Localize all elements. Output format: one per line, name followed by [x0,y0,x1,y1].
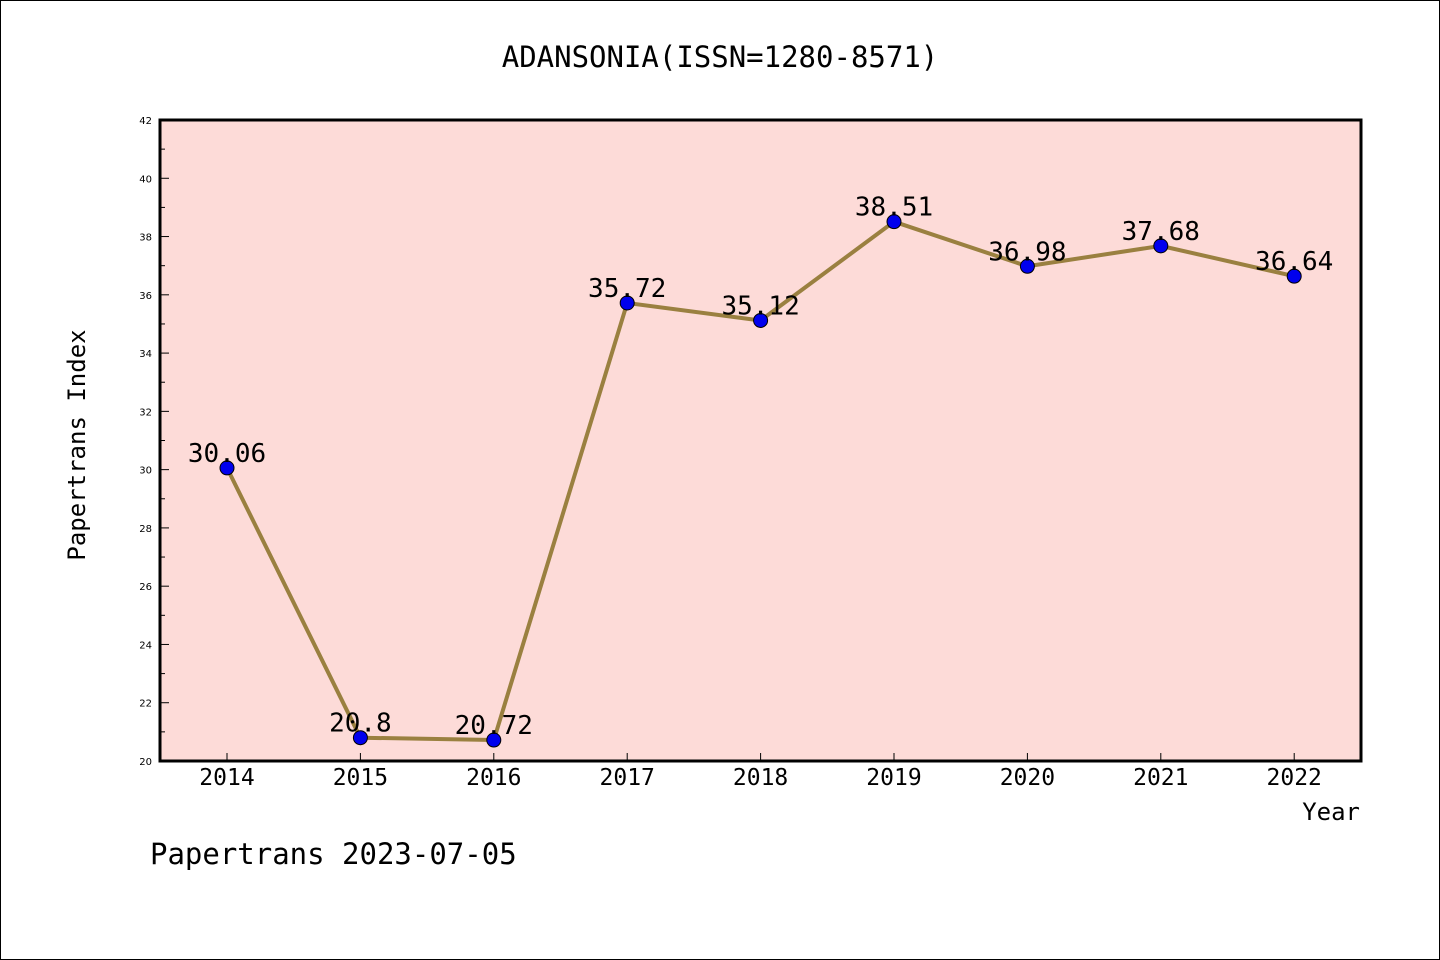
data-point [1019,258,1035,274]
y-tick-label: 26 [139,582,152,593]
data-label: 36.64 [1255,247,1333,277]
data-label: 30.06 [188,439,266,469]
y-tick-label: 20 [139,757,152,768]
data-label: 37.68 [1122,217,1200,247]
data-label: 20.72 [455,711,533,741]
y-tick-label: 32 [139,407,152,418]
data-point [219,460,235,476]
data-point [1153,238,1169,254]
data-label: 35.12 [721,291,799,321]
x-tick-label: 2019 [866,765,921,791]
y-tick-label: 38 [139,233,152,244]
y-tick-label: 30 [139,466,152,477]
x-axis-label: Year [1302,798,1360,826]
y-tick-label: 40 [139,174,152,185]
data-point [1286,268,1302,284]
y-tick-label: 36 [139,291,152,302]
x-tick-label: 2014 [199,765,254,791]
x-tick-label: 2017 [600,765,655,791]
footer-credit: Papertrans 2023-07-05 [150,837,517,871]
data-label: 35.72 [588,274,666,304]
y-axis: 20 22 24 26 28 30 32 34 36 38 40 42 [139,116,169,768]
x-tick-label: 2022 [1267,765,1322,791]
data-label: 38.51 [855,193,933,223]
y-axis-label: Papertrans Index [63,329,91,560]
data-label: 20.8 [329,709,392,739]
data-labels-group: 30.06 20.8 20.72 35.72 35.12 38.51 36.98 37.68 3… [188,193,1333,741]
data-point [886,214,902,230]
x-tick-label: 2015 [333,765,388,791]
x-tick-label: 2020 [1000,765,1055,791]
markers-group [219,214,1302,748]
data-point [619,295,635,311]
x-axis: 2014 2015 2016 2017 2018 2019 2020 2021 2022 [199,753,1322,791]
plot-area [158,118,1363,763]
data-label: 36.98 [988,237,1066,267]
x-tick-label: 2018 [733,765,788,791]
chart-title: ADANSONIA(ISSN=1280-8571) [502,40,939,74]
y-tick-label: 28 [139,524,152,535]
x-tick-label: 2021 [1133,765,1188,791]
data-point [352,730,368,746]
y-tick-label: 34 [139,349,152,360]
data-point [753,312,769,328]
x-tick-label: 2016 [466,765,521,791]
y-tick-label: 24 [139,640,152,651]
y-tick-label: 22 [139,699,152,710]
y-tick-label: 42 [139,116,152,127]
data-point [486,732,502,748]
